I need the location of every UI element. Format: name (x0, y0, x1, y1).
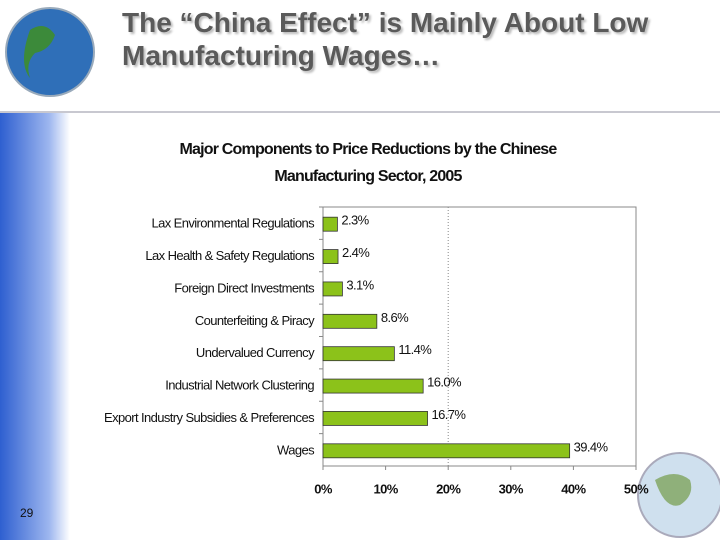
value-label: 2.4% (342, 245, 370, 260)
bar (322, 443, 571, 459)
bar (322, 346, 395, 362)
globe-icon (5, 7, 720, 538)
x-tick-label: 30% (499, 481, 524, 496)
x-tick-label: 0% (314, 481, 333, 496)
plot-frame (322, 206, 637, 467)
y-tick-label: Counterfeiting & Piracy (195, 313, 315, 328)
value-label: 2.3% (341, 213, 369, 228)
header-rule (0, 111, 720, 113)
x-tick-label: 50% (624, 481, 649, 496)
y-tick-label: Lax Health & Safety Regulations (145, 248, 315, 263)
y-tick-label: Lax Environmental Regulations (151, 216, 315, 231)
x-tick-label: 20% (436, 481, 461, 496)
value-label: 3.1% (346, 277, 374, 292)
bar (322, 249, 339, 264)
value-label: 11.4% (398, 342, 432, 357)
value-label: 16.0% (427, 375, 462, 390)
x-tick-label: 10% (373, 481, 398, 496)
bar (322, 411, 428, 426)
bar (322, 378, 424, 394)
y-tick-label: Undervalued Currency (196, 345, 315, 360)
y-tick-label: Export Industry Subsidies & Preferences (104, 410, 315, 425)
slide-title: The “China Effect” is Mainly About Low M… (122, 7, 649, 71)
side-band (0, 112, 70, 540)
bar (322, 216, 338, 232)
x-tick-label: 40% (561, 481, 586, 496)
value-label: 16.7% (432, 407, 467, 422)
value-label: 8.6% (381, 310, 409, 325)
bar (322, 281, 343, 297)
page-number: 29 (20, 506, 34, 520)
bar (322, 313, 378, 329)
chart-title: Major Components to Price Reductions by … (179, 141, 557, 185)
y-tick-label: Wages (277, 442, 315, 457)
y-tick-label: Foreign Direct Investments (174, 280, 315, 295)
value-label: 39.4% (574, 439, 609, 454)
y-tick-label: Industrial Network Clustering (165, 378, 314, 393)
